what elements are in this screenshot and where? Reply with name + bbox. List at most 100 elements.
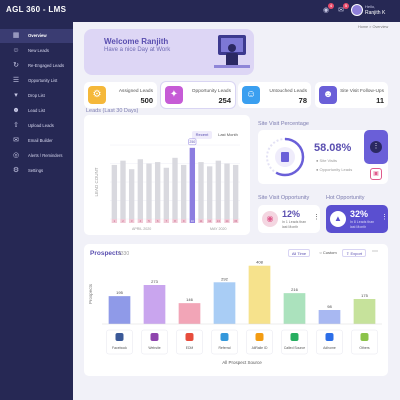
site-visit-card: 58.08% ● Site Visits ● Opportunity Leads… (258, 130, 388, 184)
lead-bar-date (224, 219, 230, 223)
source-tile (281, 329, 308, 355)
source-label: Called Source (284, 346, 305, 350)
export-button[interactable]: ⇪ Export (342, 249, 366, 257)
hot-opp-title: Hot Opportunity (326, 195, 365, 201)
notification-badge: 4 (328, 3, 334, 9)
lead-bar-tick: 8 (174, 219, 176, 223)
prospect-bar-value: 146 (186, 297, 193, 302)
person-icon: ☻ (319, 86, 337, 104)
toggle-icon[interactable]: ⋮ (370, 141, 382, 153)
refresh-icon: ↻ (13, 62, 19, 69)
sidebar-item-lead-list[interactable]: ☻ Lead List (0, 104, 73, 118)
filter-custom-label: Custom (322, 250, 337, 255)
lead-bar-date (206, 219, 213, 223)
bell-icon[interactable]: ◉ 4 (322, 3, 334, 14)
lead-bar (111, 164, 118, 219)
tab-last-month[interactable]: Last Month (218, 132, 238, 137)
upload-icon: ⇧ (13, 122, 19, 129)
legend-site-visits: ● Site Visits (316, 158, 338, 163)
sidebar-item-label: New Leads (28, 48, 49, 53)
source-label: Website (148, 346, 160, 350)
lead-bar (146, 163, 152, 219)
prospect-bar (143, 285, 166, 324)
lead-bar (189, 147, 196, 219)
prospects-title: Prospects (90, 250, 122, 257)
lead-bar-tick: 14 (226, 219, 229, 223)
prospect-bar-value: 408 (256, 260, 263, 265)
breadcrumb: Home > Overview (358, 25, 389, 29)
stat-value: 78 (298, 96, 307, 105)
lead-bar-tick: 9 (183, 219, 185, 223)
sidebar: ▦ Overview ☺ New Leads ↻ Re-Engaged Leads ☰ Opp… (0, 22, 73, 400)
month-label: APRIL 2020 (132, 227, 151, 231)
lead-bar (224, 163, 230, 219)
sidebar-item-re-engaged-leads[interactable]: ↻ Re-Engaged Leads (0, 59, 73, 73)
more-icon[interactable]: ⋯ (372, 249, 378, 255)
site-visit-value: 58.08% (314, 142, 352, 154)
sidebar-item-alerts-reminders[interactable]: ◎ Alerts / Reminders (0, 149, 73, 163)
prospect-bar (213, 282, 236, 324)
welcome-title: Welcome Ranjith (104, 37, 169, 46)
filter-custom[interactable]: ○ Custom (319, 250, 337, 255)
source-label: Others (359, 346, 369, 350)
sidebar-item-new-leads[interactable]: ☺ New Leads (0, 44, 73, 58)
stat-card-assigned-leads[interactable]: ⚙ Assigned Leads 500 (84, 82, 157, 108)
stat-value: 11 (376, 96, 384, 105)
source-icon (325, 333, 334, 341)
user-name[interactable]: Ranjith K (365, 10, 386, 16)
site-visit-gauge (265, 137, 305, 177)
prospect-bar (318, 310, 341, 324)
sidebar-item-label: Opportunity List (28, 78, 58, 83)
user-plus-icon: ☺ (12, 47, 20, 54)
stat-card-untouched-leads[interactable]: ☺ Untouched Leads 78 (238, 82, 311, 108)
lead-bar-date (215, 219, 222, 223)
stat-value: 500 (140, 96, 153, 105)
lead-bar-date (198, 219, 204, 223)
avatar[interactable] (351, 4, 363, 16)
lead-bar (206, 166, 213, 219)
lead-bar-date (180, 219, 187, 223)
sidebar-item-drop-list[interactable]: ▾ Drop List (0, 89, 73, 103)
sidebar-item-settings[interactable]: ⚙ Settings (0, 164, 73, 178)
sidebar-item-email-builder[interactable]: ✉ Email Builder (0, 134, 73, 148)
lead-bar-tick: 7 (166, 219, 168, 223)
lead-bar-tick: 13 (217, 219, 220, 223)
prospect-bar (178, 303, 201, 324)
prospect-bar-value: 175 (361, 293, 368, 298)
more-icon[interactable]: ⋮ (313, 214, 320, 221)
stat-card-site-visit-follow-ups[interactable]: ☻ Site Visit Follow-Ups 11 (315, 82, 388, 108)
mail-icon[interactable]: ✉ 5 (338, 3, 349, 14)
filter-all-time[interactable]: All Time (288, 249, 310, 257)
source-tile (176, 329, 203, 355)
month-label: MAY 2020 (210, 227, 226, 231)
sidebar-item-opportunity-list[interactable]: ☰ Opportunity List (0, 74, 73, 88)
lead-bar-date (232, 219, 239, 223)
lead-bar (172, 157, 178, 219)
handshake-icon: ✦ (165, 86, 183, 104)
calendar-icon[interactable]: ▣ (370, 168, 382, 180)
source-icon (290, 333, 299, 341)
legend-opportunity: ● Opportunity Leads (316, 167, 353, 172)
sidebar-item-label: Overview (28, 33, 47, 38)
lead-bar-tick: 3 (131, 219, 133, 223)
message-badge: 5 (343, 3, 349, 9)
flame-icon: ▲ (330, 211, 346, 227)
source-icon (360, 333, 369, 341)
source-tile (106, 329, 133, 355)
more-icon[interactable]: ⋮ (381, 214, 388, 221)
source-tile (141, 329, 168, 355)
grid-icon: ▦ (12, 32, 20, 39)
x-axis-label: All Prospect Source (222, 360, 262, 365)
top-bar: AGL 360 - LMS ◉ 4 ✉ 5 Hello, Ranjith K (0, 0, 400, 22)
prospect-bar-value: 195 (116, 290, 123, 295)
stat-card-opportunity-leads[interactable]: ✦ Opportunity Leads 254 (161, 82, 235, 108)
lead-bar-date (111, 219, 118, 223)
tab-recent[interactable]: Recent (192, 131, 212, 139)
lead-bar-tick: 12 (208, 219, 211, 223)
stat-label: Site Visit Follow-Ups (340, 89, 384, 94)
sidebar-item-upload-leads[interactable]: ⇧ Upload Leads (0, 119, 73, 133)
sidebar-item-overview[interactable]: ▦ Overview (0, 29, 73, 43)
site-visit-title: Site Visit Percentage (258, 121, 309, 127)
y-axis-label: Prospects (88, 283, 93, 304)
